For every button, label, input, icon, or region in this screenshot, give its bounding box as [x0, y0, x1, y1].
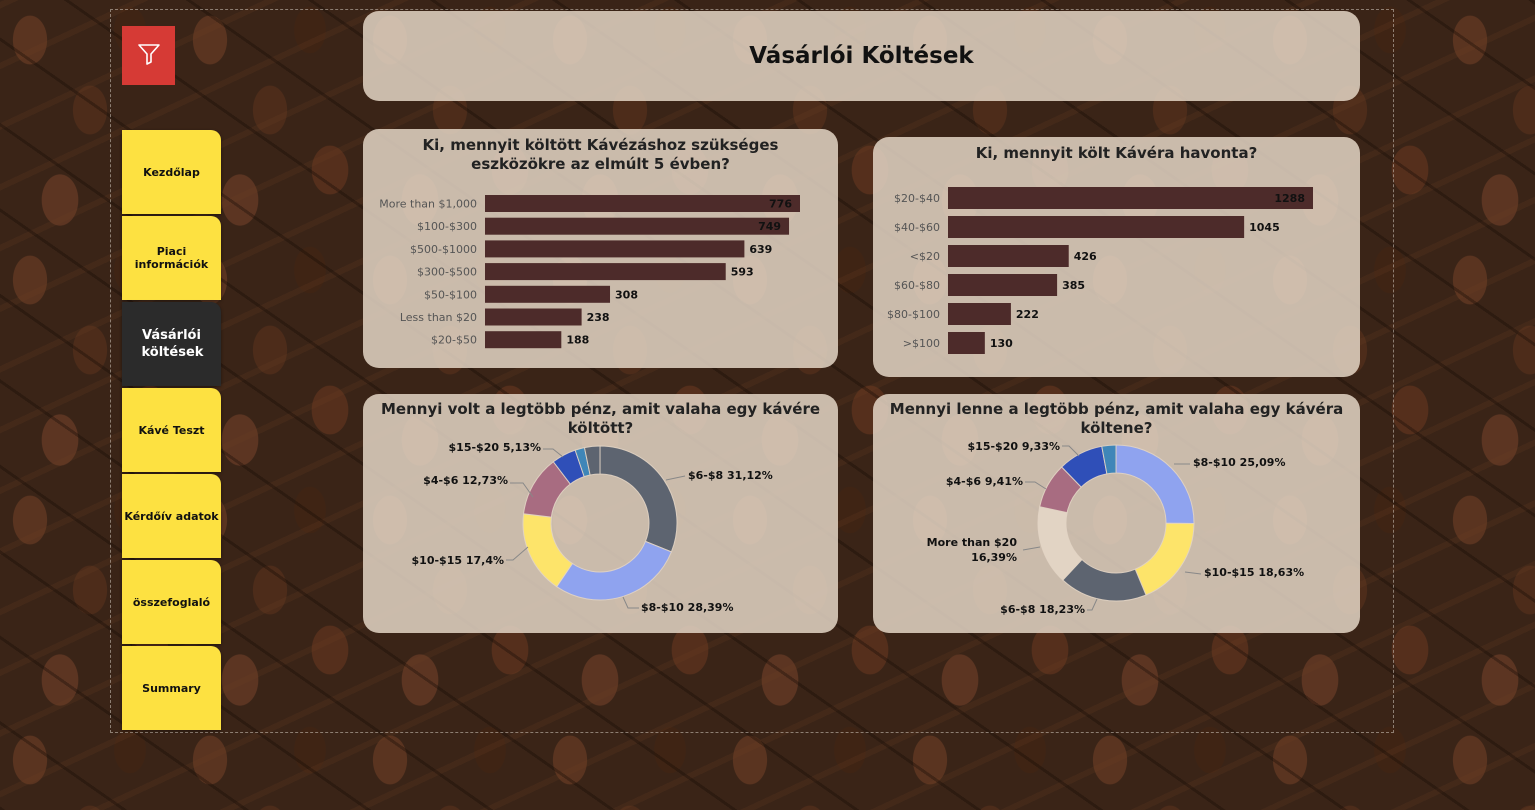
- donut-slice: [583, 445, 601, 476]
- category-label: $20-$40: [894, 192, 940, 205]
- nav-vasarloi-koltesek[interactable]: Vásárlói költések: [122, 302, 221, 386]
- nav-label: Kezdőlap: [143, 165, 200, 179]
- category-label: $100-$300: [417, 220, 477, 233]
- bar-chart-monthly: $20-$40 1288 $40-$60 1045 <$20 426 $60-$80 385 $…: [887, 187, 1313, 354]
- donut-chart-max-willing: $8-$10 25,09% $10-$15 18,63% $6-$8 18,23% M…: [927, 440, 1305, 616]
- bar: [948, 303, 1011, 325]
- slice-label: $6-$8 18,23%: [1000, 603, 1085, 616]
- bar: [948, 274, 1058, 296]
- category-label: $500-$1000: [410, 243, 477, 256]
- category-label: $80-$100: [887, 308, 940, 321]
- data-label: 385: [1062, 279, 1085, 292]
- bar: [948, 332, 985, 354]
- category-label: $40-$60: [894, 221, 940, 234]
- donut-slice: [1101, 444, 1117, 475]
- nav-kerdoiv-adatok[interactable]: Kérdőív adatok: [122, 474, 221, 558]
- bar: [948, 245, 1069, 267]
- data-label: 1288: [1274, 192, 1305, 205]
- data-label: 188: [566, 334, 589, 347]
- slice-label: $8-$10 25,09%: [1193, 456, 1285, 469]
- bar: [485, 240, 745, 258]
- filter-icon: [136, 41, 162, 71]
- nav-label: Vásárlói költések: [141, 328, 204, 360]
- bar: [485, 308, 582, 326]
- chart-panel-max-spent: Mennyi volt a legtöbb pénz, amit valaha …: [363, 394, 838, 633]
- nav-label: Kérdőív adatok: [124, 509, 219, 523]
- nav-kave-teszt[interactable]: Kávé Teszt: [122, 388, 221, 472]
- donut-slice: [1134, 522, 1195, 596]
- bar: [485, 331, 562, 349]
- data-label: 130: [990, 337, 1013, 350]
- category-label: <$20: [910, 250, 940, 263]
- data-label: 426: [1074, 250, 1097, 263]
- data-label: 238: [587, 311, 610, 324]
- nav-kezdolap[interactable]: Kezdőlap: [122, 130, 221, 214]
- category-label: >$100: [903, 337, 940, 350]
- data-label: 593: [731, 266, 754, 279]
- bar: [485, 263, 726, 281]
- slice-label: $6-$8 31,12%: [688, 469, 773, 482]
- filter-button[interactable]: [122, 26, 175, 85]
- category-label: $60-$80: [894, 279, 940, 292]
- category-label: $300-$500: [417, 266, 477, 279]
- bar: [485, 195, 800, 212]
- leader-line: [1062, 445, 1080, 457]
- data-label: 776: [769, 198, 792, 211]
- bar: [948, 216, 1245, 238]
- bar: [485, 285, 611, 303]
- slice-label: $15-$20 9,33%: [968, 440, 1060, 453]
- page-title: Vásárlói Költések: [749, 43, 974, 69]
- chart-title: Ki, mennyit költött Kávézáshoz szükséges…: [422, 136, 779, 173]
- leader-line: [510, 482, 534, 498]
- bar-chart-equipment: More than $1,000 776 $100-$300 749 $500-$100…: [379, 195, 800, 349]
- category-label: $50-$100: [424, 288, 477, 301]
- chart-panel-max-willing: Mennyi lenne a legtöbb pénz, amit valaha…: [873, 394, 1360, 633]
- chart-title: Mennyi volt a legtöbb pénz, amit valaha …: [380, 400, 821, 437]
- leader-line: [1022, 546, 1041, 551]
- slice-label: $10-$15 17,4%: [412, 554, 504, 567]
- slice-label: $4-$6 12,73%: [423, 474, 508, 487]
- slice-label: $10-$15 18,63%: [1204, 566, 1304, 579]
- data-label: 1045: [1249, 221, 1280, 234]
- data-label: 222: [1016, 308, 1039, 321]
- nav-piaci-informaciok[interactable]: Piaci információk: [122, 216, 221, 300]
- data-label: 308: [615, 288, 638, 301]
- leader-line: [665, 475, 686, 481]
- leader-line: [543, 448, 564, 458]
- nav-label: Piaci információk: [134, 245, 209, 271]
- slice-label: $15-$20 5,13%: [449, 441, 541, 454]
- bar: [485, 217, 790, 235]
- chart-title: Mennyi lenne a legtöbb pénz, amit valaha…: [889, 400, 1344, 437]
- leader-line: [1184, 571, 1202, 575]
- bar: [948, 187, 1313, 209]
- donut-chart-max-spent: $6-$8 31,12% $8-$10 28,39% $10-$15 17,4% $4…: [412, 441, 773, 614]
- chart-panel-equipment: Ki, mennyit költött Kávézáshoz szükséges…: [363, 129, 838, 368]
- report-frame: [110, 9, 1394, 733]
- data-label: 639: [749, 243, 772, 256]
- leader-line: [506, 546, 529, 561]
- category-label: $20-$50: [431, 334, 477, 347]
- chart-panel-monthly: Ki, mennyit költ Kávéra havonta? $20-$40…: [873, 137, 1360, 377]
- donut-slice: [555, 540, 673, 601]
- category-label: More than $1,000: [379, 198, 477, 211]
- data-label: 749: [758, 220, 781, 233]
- slice-label: $4-$6 9,41%: [946, 475, 1023, 488]
- nav-label: összefoglaló: [132, 595, 211, 609]
- slice-label: More than $20 16,39%: [927, 536, 1018, 564]
- leader-line: [1025, 481, 1047, 490]
- donut-slice: [1115, 444, 1195, 524]
- leader-line: [1087, 598, 1098, 611]
- category-label: Less than $20: [400, 311, 477, 324]
- nav-label: Kávé Teszt: [138, 423, 205, 437]
- chart-title: Ki, mennyit költ Kávéra havonta?: [975, 144, 1258, 162]
- nav-osszefoglalo[interactable]: összefoglaló: [122, 560, 221, 644]
- page-title-panel: Vásárlói Költések: [363, 11, 1360, 101]
- nav-summary[interactable]: Summary: [122, 646, 221, 730]
- slice-label: $8-$10 28,39%: [641, 601, 733, 614]
- donut-slice: [599, 445, 678, 553]
- leader-line: [622, 596, 639, 609]
- nav-label: Summary: [142, 681, 201, 695]
